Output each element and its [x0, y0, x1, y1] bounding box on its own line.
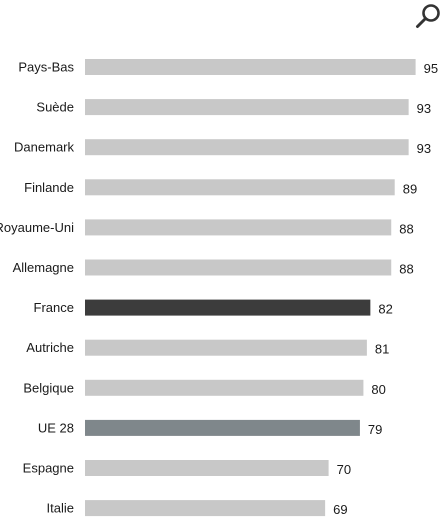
category-label: Finlande	[24, 180, 74, 195]
magnifier-icon[interactable]	[414, 2, 442, 30]
category-label: UE 28	[38, 420, 74, 435]
bar[interactable]	[85, 299, 371, 316]
value-label: 88	[399, 262, 413, 277]
bar[interactable]	[85, 379, 364, 396]
bar[interactable]	[85, 460, 329, 476]
value-label: 81	[375, 342, 389, 357]
bar[interactable]	[85, 219, 392, 236]
category-label: Allemagne	[13, 260, 74, 275]
value-label: 89	[403, 181, 417, 196]
category-label: Autriche	[26, 340, 74, 355]
bar[interactable]	[85, 500, 326, 517]
category-label: Danemark	[14, 140, 74, 155]
bar[interactable]	[85, 99, 409, 116]
category-label: France	[34, 300, 74, 315]
value-label: 88	[399, 221, 413, 236]
bar[interactable]	[85, 179, 395, 196]
bar[interactable]	[85, 419, 360, 436]
value-label: 93	[417, 101, 431, 116]
category-label: Pays-Bas	[18, 60, 74, 75]
bar[interactable]	[85, 59, 416, 75]
bar[interactable]	[85, 259, 392, 276]
value-label: 80	[371, 382, 385, 397]
category-label: Italie	[47, 501, 74, 516]
value-label: 82	[378, 302, 392, 317]
bar[interactable]	[85, 139, 409, 156]
bar[interactable]	[85, 339, 367, 356]
category-label: Espagne	[23, 461, 74, 476]
category-label: Royaume-Uni	[0, 220, 74, 235]
category-label: Belgique	[23, 380, 74, 395]
value-label: 70	[337, 462, 351, 477]
value-label: 95	[424, 61, 438, 76]
bars-layer: Pays-Bas 95 Suède 93 Danemark 93 Finlande 89 Roy…	[0, 59, 438, 517]
category-label: Suède	[36, 100, 74, 115]
value-label: 69	[333, 502, 347, 517]
value-label: 79	[368, 422, 382, 437]
value-label: 93	[417, 141, 431, 156]
